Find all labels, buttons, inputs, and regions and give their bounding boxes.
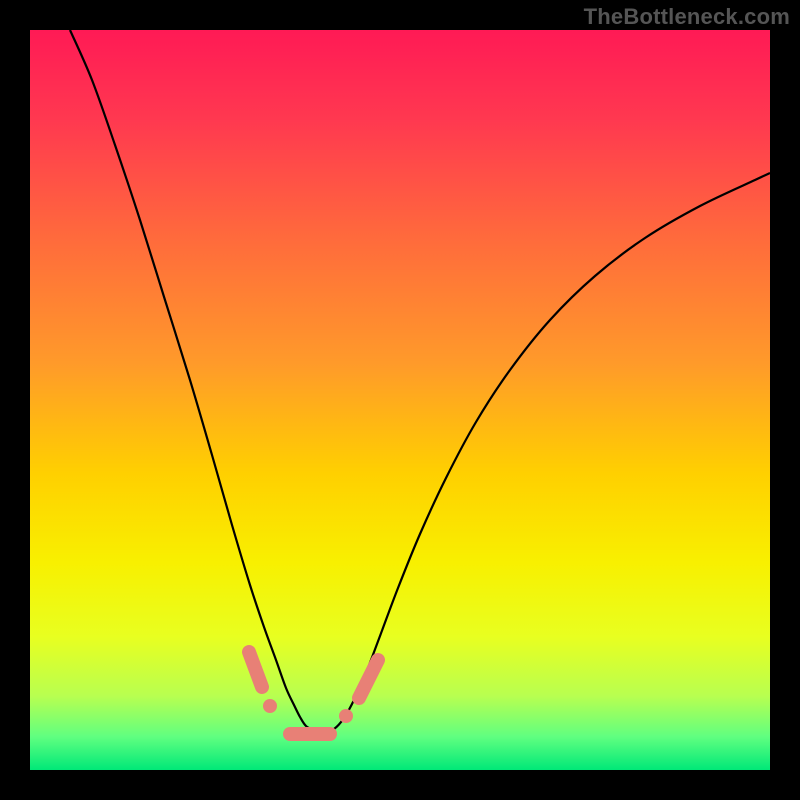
marker-dot: [339, 709, 353, 723]
plot-gradient-bg: [30, 30, 770, 770]
bottleneck-chart: [0, 0, 800, 800]
chart-frame: TheBottleneck.com: [0, 0, 800, 800]
watermark-text: TheBottleneck.com: [584, 4, 790, 30]
marker-dot: [263, 699, 277, 713]
